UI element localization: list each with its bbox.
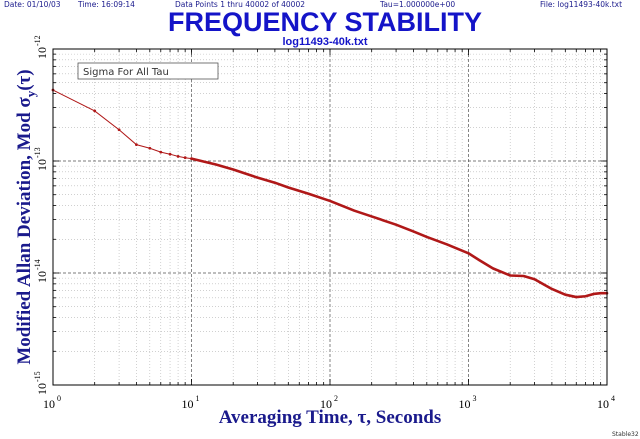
footer-tag: Stable32 <box>612 431 639 438</box>
x-tick-base: 10 <box>597 397 609 411</box>
legend-box <box>77 62 219 80</box>
series-line <box>190 157 609 299</box>
data-point <box>93 109 97 113</box>
header-date: Date: 01/10/03 <box>4 0 61 9</box>
x-tick-labels: 10 0 10 1 10 2 10 3 10 4 <box>43 394 615 411</box>
x-tick-label: 10 4 <box>597 394 615 411</box>
y-axis-label-sub: y <box>23 90 38 97</box>
header-tau: Tau=1.000000e+00 <box>379 0 455 9</box>
chart-title: FREQUENCY STABILITY <box>168 7 482 37</box>
x-tick-label: 10 3 <box>459 394 477 411</box>
data-point <box>168 152 172 156</box>
y-tick-base: 10 <box>35 47 49 59</box>
data-point <box>134 143 138 147</box>
x-tick-exponent: 2 <box>334 394 338 403</box>
x-axis-label: Averaging Time, τ, Seconds <box>219 407 442 428</box>
y-tick-exponent: -15 <box>33 371 42 382</box>
y-tick-label: 10-13 <box>33 147 49 171</box>
x-tick-base: 10 <box>320 397 332 411</box>
y-tick-label: 10-12 <box>33 35 49 59</box>
data-point <box>183 156 187 160</box>
y-tick-exponent: -12 <box>33 35 42 46</box>
plot-frame <box>52 48 608 386</box>
x-tick-base: 10 <box>182 397 194 411</box>
y-tick-label: 10-14 <box>33 259 49 283</box>
header-time: Time: 16:09:14 <box>77 0 135 9</box>
y-axis-label-main: Modified Allan Deviation, Mod σ <box>14 97 35 365</box>
x-tick-base: 10 <box>43 397 55 411</box>
y-tick-base: 10 <box>35 271 49 283</box>
y-tick-exponent: -13 <box>33 147 42 158</box>
x-tick-base: 10 <box>459 397 471 411</box>
y-tick-label: 10-15 <box>33 371 49 395</box>
x-tick-exponent: 4 <box>611 394 615 403</box>
y-tick-base: 10 <box>35 159 49 171</box>
y-tick-exponent: -14 <box>33 259 42 270</box>
data-point <box>117 128 121 132</box>
x-tick-exponent: 0 <box>57 394 61 403</box>
x-tick-label: 10 1 <box>182 394 200 411</box>
header-data-points: Data Points 1 thru 40002 of 40002 <box>175 0 305 9</box>
data-series <box>51 88 609 299</box>
x-tick-label: 10 0 <box>43 394 61 411</box>
data-point <box>159 150 163 154</box>
y-axis-label-tail: (τ) <box>14 69 35 90</box>
chart-subtitle: log11493-40k.txt <box>283 36 368 48</box>
x-tick-exponent: 1 <box>196 394 200 403</box>
data-point <box>176 154 180 158</box>
grid <box>52 49 607 386</box>
y-tick-base: 10 <box>35 383 49 395</box>
legend-label: Sigma For All Tau <box>83 67 169 78</box>
x-tick-label: 10 2 <box>320 394 338 411</box>
header-file: File: log11493-40k.txt <box>540 0 622 9</box>
data-point <box>190 157 193 161</box>
y-axis-label: Modified Allan Deviation, Mod σy(τ) <box>14 69 38 364</box>
x-tick-exponent: 3 <box>473 394 477 403</box>
data-point <box>148 146 152 150</box>
